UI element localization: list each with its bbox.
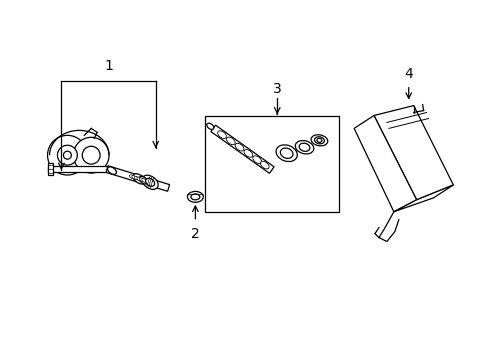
Ellipse shape [108,167,117,174]
Polygon shape [211,125,274,173]
Circle shape [48,135,87,175]
Text: 2: 2 [191,227,200,240]
Ellipse shape [133,174,145,184]
Polygon shape [106,166,170,191]
Text: 3: 3 [273,82,282,96]
Ellipse shape [137,177,141,181]
Circle shape [57,145,77,165]
Ellipse shape [226,137,235,145]
Polygon shape [394,185,453,212]
Ellipse shape [253,156,262,163]
Ellipse shape [299,143,310,151]
Ellipse shape [235,143,244,151]
Circle shape [82,146,100,164]
Circle shape [74,137,109,173]
Ellipse shape [207,123,214,130]
Text: 1: 1 [104,59,113,73]
Ellipse shape [191,194,200,200]
Ellipse shape [280,148,293,158]
Ellipse shape [295,140,314,154]
Ellipse shape [276,145,297,162]
Ellipse shape [260,161,269,169]
Ellipse shape [188,192,203,202]
Ellipse shape [139,178,144,181]
Ellipse shape [218,131,226,139]
Ellipse shape [315,137,324,144]
Ellipse shape [146,178,155,186]
Ellipse shape [132,176,136,179]
Text: 4: 4 [404,67,413,81]
Bar [205,116,339,212]
Ellipse shape [129,175,134,179]
Polygon shape [48,166,107,172]
Ellipse shape [142,175,158,189]
Polygon shape [48,163,53,175]
Polygon shape [374,105,453,200]
Ellipse shape [139,176,148,184]
Ellipse shape [311,135,328,146]
Ellipse shape [134,176,139,180]
Ellipse shape [142,179,146,182]
Ellipse shape [244,150,253,157]
Polygon shape [354,116,416,212]
Ellipse shape [317,138,322,142]
Circle shape [63,151,72,159]
